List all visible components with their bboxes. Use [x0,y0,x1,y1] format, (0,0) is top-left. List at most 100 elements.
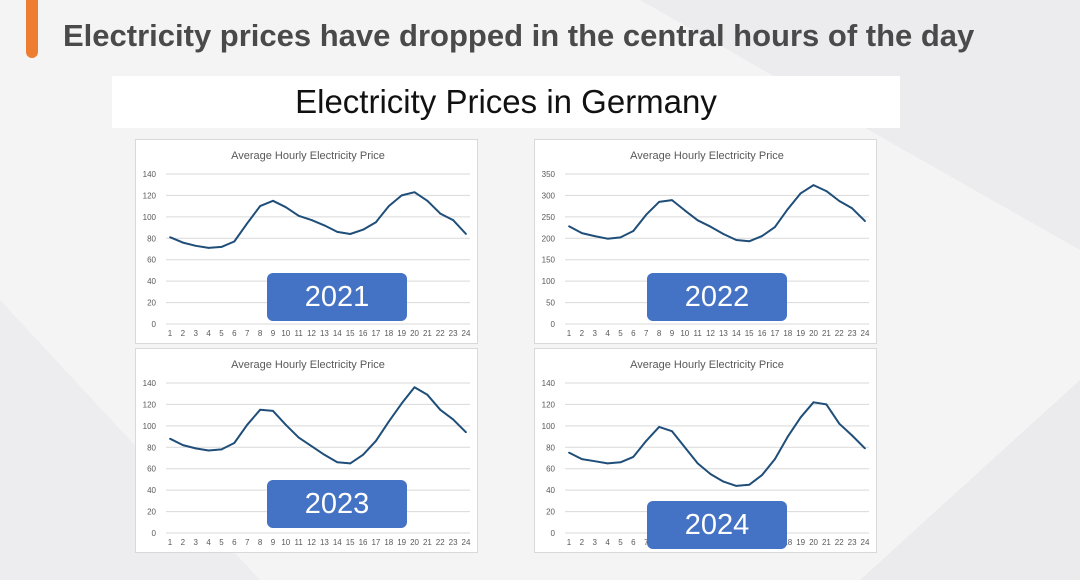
data-point [761,235,763,238]
x-tick-label: 22 [835,538,844,547]
x-tick-label: 14 [333,538,342,547]
data-point [465,431,467,434]
data-point [838,200,841,202]
data-point [568,225,570,228]
data-point [722,233,725,235]
data-point [696,462,699,465]
data-point [632,456,635,458]
data-point [709,225,712,228]
chart-title: Average Hourly Electricity Price [231,359,385,371]
y-tick-label: 150 [542,256,556,265]
data-point [426,199,429,202]
data-point [259,205,261,208]
data-point [400,194,403,197]
x-tick-label: 21 [423,329,432,338]
data-point [220,448,223,451]
data-point [362,453,364,456]
x-tick-label: 13 [719,329,728,338]
data-point [632,230,635,232]
x-tick-label: 24 [861,538,870,547]
data-point [439,408,442,411]
data-point [696,219,699,222]
x-tick-label: 7 [245,538,250,547]
series-line [169,386,467,465]
data-point [207,449,210,452]
data-point [169,236,171,239]
data-point [336,461,339,464]
data-point [207,247,210,249]
data-point [233,240,236,243]
x-tick-label: 22 [436,329,445,338]
data-point [786,208,789,211]
data-point [413,191,416,194]
data-point [671,430,673,433]
data-point [658,200,660,203]
data-point [812,184,815,187]
data-point [722,480,725,483]
y-tick-label: 300 [542,191,556,200]
data-point [181,444,184,447]
data-point [864,220,866,223]
data-point [851,207,854,210]
data-point [297,214,300,217]
data-point [619,461,622,464]
data-point [864,447,866,450]
y-tick-label: 0 [152,529,157,538]
x-tick-label: 17 [371,538,380,547]
data-point [375,221,377,224]
data-point [323,224,326,227]
data-point [580,458,583,460]
x-tick-label: 1 [567,538,572,547]
data-point [233,442,236,444]
data-point [349,233,352,235]
x-tick-label: 4 [206,538,211,547]
y-tick-label: 100 [143,213,157,222]
data-point [323,453,326,456]
data-point [413,386,416,389]
x-tick-label: 15 [346,329,355,338]
data-point [580,232,583,235]
data-point [671,199,673,202]
data-point [658,426,660,428]
x-tick-label: 6 [631,538,636,547]
x-tick-label: 8 [657,329,662,338]
x-tick-label: 15 [346,538,355,547]
chart-2022: Average Hourly Electricity Price05010015… [542,150,870,338]
x-tick-label: 7 [644,538,649,547]
y-tick-label: 120 [143,400,157,409]
x-tick-label: 5 [219,538,224,547]
x-tick-label: 22 [436,538,445,547]
x-tick-label: 6 [232,538,237,547]
data-point [246,222,249,225]
y-tick-label: 20 [147,508,156,517]
year-badge-2024: 2024 [647,501,787,549]
chart-title: Average Hourly Electricity Price [231,150,385,162]
data-point [284,423,287,426]
data-point [709,473,712,475]
data-point [683,209,686,212]
x-tick-label: 3 [593,538,598,547]
x-tick-label: 6 [631,329,636,338]
data-point [748,483,751,486]
data-point [375,439,377,442]
title-box: Electricity Prices in Germany [112,76,900,128]
data-point [645,439,648,442]
y-tick-label: 0 [551,320,556,329]
x-tick-label: 9 [271,329,276,338]
data-point [786,435,789,438]
y-tick-label: 50 [546,299,555,308]
data-point [310,445,313,448]
data-point [593,460,596,463]
data-point [387,420,390,423]
x-tick-label: 24 [861,329,870,338]
data-point [310,219,313,221]
x-tick-label: 17 [371,329,380,338]
year-badge-2023: 2023 [267,480,407,528]
x-tick-label: 3 [194,538,199,547]
x-tick-label: 13 [320,329,329,338]
data-point [220,245,223,248]
x-tick-label: 18 [384,329,393,338]
y-tick-label: 140 [143,170,157,179]
x-tick-label: 23 [848,538,857,547]
x-tick-label: 8 [258,329,263,338]
